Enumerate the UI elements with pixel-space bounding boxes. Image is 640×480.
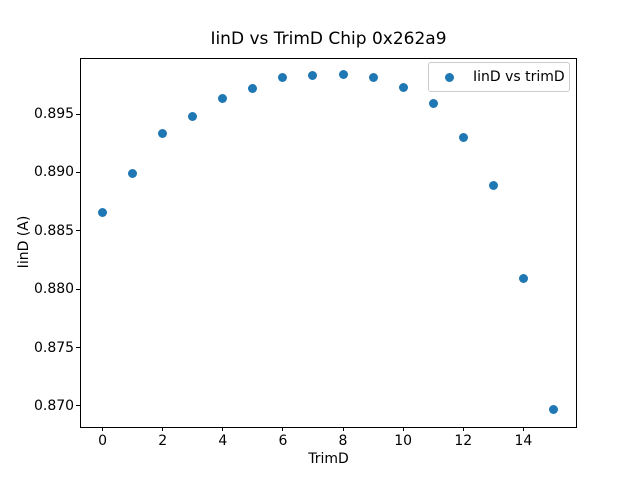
data-point: [548, 404, 558, 414]
data-point: [488, 180, 498, 190]
x-tick-label: 14: [514, 433, 533, 449]
x-tick-label: 4: [218, 433, 228, 449]
x-tick-mark: [102, 427, 104, 431]
legend: IinD vs trimD: [428, 62, 570, 92]
x-tick-mark: [522, 427, 524, 431]
data-point: [458, 132, 468, 142]
data-point: [98, 207, 108, 217]
data-point: [338, 69, 348, 79]
x-tick-mark: [162, 427, 164, 431]
legend-label: IinD vs trimD: [473, 69, 565, 85]
data-point: [188, 111, 198, 121]
data-point: [278, 73, 288, 83]
y-tick-label: 0.880: [34, 281, 75, 298]
y-tick-label: 0.895: [34, 106, 75, 123]
y-tick-mark: [76, 171, 80, 173]
y-tick-mark: [76, 113, 80, 115]
x-tick-mark: [402, 427, 404, 431]
y-tick-mark: [76, 347, 80, 349]
x-tick-mark: [282, 427, 284, 431]
data-point: [308, 71, 318, 81]
x-tick-label: 10: [394, 433, 413, 449]
data-point: [368, 73, 378, 83]
x-tick-label: 12: [454, 433, 473, 449]
data-point: [128, 169, 138, 179]
y-tick-label: 0.885: [34, 222, 75, 239]
data-point: [248, 83, 258, 93]
x-axis-label: TrimD: [308, 451, 349, 467]
y-axis-label: IinD (A): [16, 215, 32, 269]
data-point: [398, 82, 408, 92]
x-tick-mark: [342, 427, 344, 431]
y-tick-label: 0.870: [34, 397, 75, 414]
y-tick-mark: [76, 405, 80, 407]
x-tick-label: 0: [98, 433, 107, 449]
x-tick-mark: [462, 427, 464, 431]
data-point: [218, 94, 228, 104]
x-tick-label: 6: [278, 433, 288, 449]
x-tick-label: 8: [338, 433, 348, 449]
y-tick-mark: [76, 288, 80, 290]
y-tick-label: 0.875: [34, 339, 75, 356]
x-tick-label: 2: [158, 433, 168, 449]
data-point: [518, 274, 528, 284]
y-tick-mark: [76, 230, 80, 232]
legend-marker-icon: [445, 72, 454, 82]
data-point: [158, 129, 168, 139]
plot-area: [80, 58, 577, 428]
x-tick-mark: [222, 427, 224, 431]
y-tick-label: 0.890: [34, 164, 75, 181]
data-point: [428, 99, 438, 109]
chart-title: IinD vs TrimD Chip 0x262a9: [210, 29, 447, 49]
